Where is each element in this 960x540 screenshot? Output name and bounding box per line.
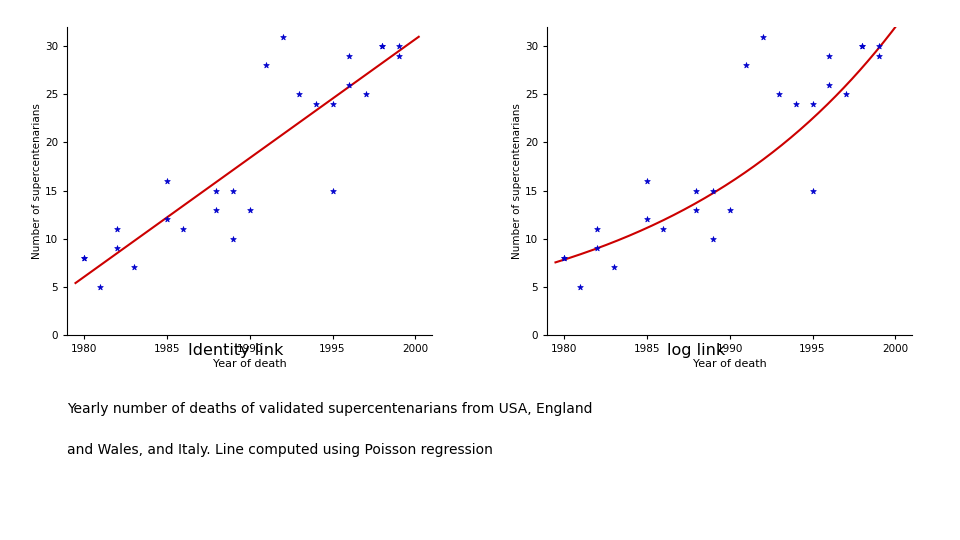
Point bbox=[706, 186, 721, 195]
Point bbox=[126, 263, 141, 272]
Point bbox=[706, 234, 721, 243]
Y-axis label: Number of supercentenarians: Number of supercentenarians bbox=[512, 103, 522, 259]
Point bbox=[242, 205, 257, 214]
Point bbox=[804, 186, 820, 195]
Point bbox=[639, 177, 655, 185]
Point bbox=[208, 205, 224, 214]
Text: Yearly number of deaths of validated supercentenarians from USA, England: Yearly number of deaths of validated sup… bbox=[67, 402, 592, 416]
Point bbox=[871, 51, 886, 60]
Point bbox=[324, 186, 340, 195]
Point bbox=[639, 215, 655, 224]
Point bbox=[159, 177, 175, 185]
Point bbox=[391, 42, 406, 51]
Point bbox=[292, 90, 307, 99]
Point bbox=[838, 90, 853, 99]
Text: and Wales, and Italy. Line computed using Poisson regression: and Wales, and Italy. Line computed usin… bbox=[67, 443, 493, 457]
Y-axis label: Number of supercentenarians: Number of supercentenarians bbox=[32, 103, 42, 259]
Point bbox=[756, 32, 771, 41]
Point bbox=[854, 42, 870, 51]
Point bbox=[276, 32, 291, 41]
Point bbox=[226, 186, 241, 195]
Point bbox=[176, 225, 191, 233]
Point bbox=[688, 186, 704, 195]
Point bbox=[374, 42, 390, 51]
Point bbox=[688, 205, 704, 214]
X-axis label: Year of death: Year of death bbox=[693, 360, 766, 369]
Point bbox=[822, 80, 837, 89]
Point bbox=[258, 61, 274, 70]
Text: log link: log link bbox=[667, 343, 725, 358]
Point bbox=[573, 282, 588, 291]
Point bbox=[606, 263, 621, 272]
Point bbox=[208, 186, 224, 195]
Point bbox=[556, 254, 571, 262]
Point bbox=[788, 99, 804, 108]
Point bbox=[76, 254, 91, 262]
Point bbox=[342, 51, 357, 60]
Point bbox=[76, 254, 91, 262]
Point bbox=[804, 99, 820, 108]
Point bbox=[159, 215, 175, 224]
Point bbox=[109, 225, 125, 233]
Point bbox=[772, 90, 787, 99]
Point bbox=[308, 99, 324, 108]
Point bbox=[589, 225, 605, 233]
Point bbox=[589, 244, 605, 253]
Point bbox=[109, 244, 125, 253]
Point bbox=[358, 90, 373, 99]
Point bbox=[871, 42, 886, 51]
X-axis label: Year of death: Year of death bbox=[213, 360, 286, 369]
Text: Identity link: Identity link bbox=[187, 343, 283, 358]
Point bbox=[822, 51, 837, 60]
Point bbox=[656, 225, 671, 233]
Point bbox=[342, 80, 357, 89]
Point bbox=[556, 254, 571, 262]
Point bbox=[854, 42, 870, 51]
Point bbox=[93, 282, 108, 291]
Point bbox=[226, 234, 241, 243]
Point bbox=[722, 205, 737, 214]
Point bbox=[374, 42, 390, 51]
Point bbox=[391, 51, 406, 60]
Point bbox=[324, 99, 340, 108]
Point bbox=[738, 61, 754, 70]
